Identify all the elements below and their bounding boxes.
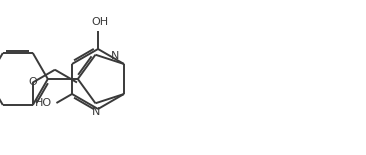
Text: N: N <box>92 107 101 117</box>
Text: O: O <box>29 78 37 87</box>
Text: OH: OH <box>92 17 109 27</box>
Text: N: N <box>111 51 119 61</box>
Text: HO: HO <box>35 98 52 108</box>
